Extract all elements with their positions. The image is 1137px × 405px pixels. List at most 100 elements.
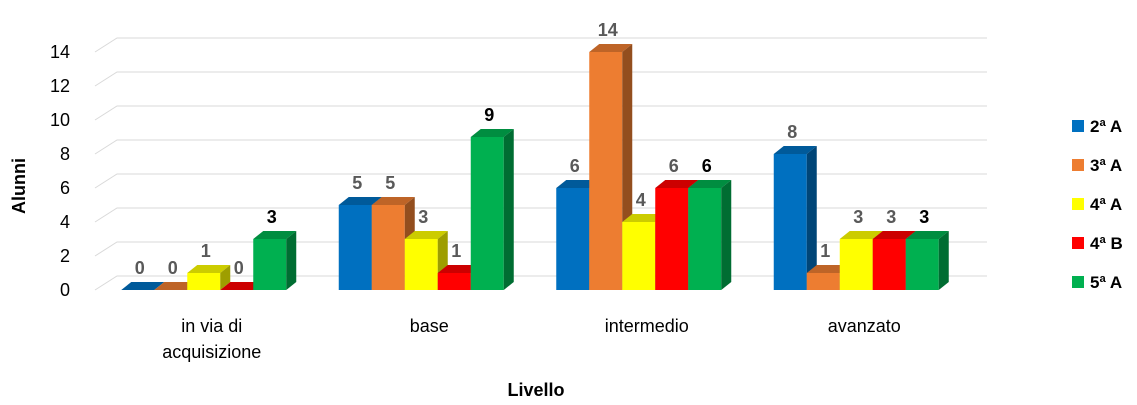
y-tick-label: 14	[50, 42, 70, 62]
bars	[121, 44, 949, 290]
bar-top	[556, 180, 600, 188]
bar	[688, 180, 732, 290]
bar	[154, 282, 198, 290]
data-label: 5	[385, 173, 395, 193]
gridline	[94, 37, 987, 53]
data-label: 3	[853, 207, 863, 227]
bar-front	[437, 273, 471, 290]
y-axis-title: Alunni	[9, 158, 29, 214]
legend-item: 2ª A	[1072, 117, 1122, 136]
data-label: 6	[570, 156, 580, 176]
bar	[905, 231, 949, 290]
legend-label: 5ª A	[1090, 273, 1122, 292]
data-label: 3	[919, 207, 929, 227]
gridline	[94, 71, 987, 87]
bar	[470, 129, 514, 290]
legend-swatch	[1072, 198, 1084, 210]
x-axis-title: Livello	[507, 380, 564, 400]
legend-item: 3ª A	[1072, 156, 1122, 175]
bar-front	[253, 239, 287, 290]
bar-top	[437, 265, 481, 273]
bar	[404, 231, 448, 290]
bar-front	[806, 273, 840, 290]
data-label: 6	[669, 156, 679, 176]
bar-front	[655, 188, 689, 290]
bar-top	[470, 129, 514, 137]
bar-front	[371, 205, 405, 290]
data-label: 14	[598, 20, 618, 40]
bar-front	[470, 137, 504, 290]
legend-swatch	[1072, 237, 1084, 249]
bar-front	[839, 239, 873, 290]
bar-side	[938, 231, 949, 290]
data-label: 5	[352, 173, 362, 193]
y-tick-label: 0	[60, 280, 70, 300]
data-label: 6	[702, 156, 712, 176]
legend-swatch	[1072, 120, 1084, 132]
bar-front	[589, 52, 623, 290]
bar	[121, 282, 165, 290]
y-tick-label: 6	[60, 178, 70, 198]
legend-label: 3ª A	[1090, 156, 1122, 175]
legend-swatch	[1072, 159, 1084, 171]
data-labels: 0 0 1 0 3 5 5 3 1 9 6 14 4 6 6 8 1 3 3 3	[135, 20, 930, 278]
bar-front	[773, 154, 807, 290]
bar-top	[589, 44, 633, 52]
legend-label: 4ª A	[1090, 195, 1122, 214]
bar-top	[187, 265, 231, 273]
bar-top	[622, 214, 666, 222]
data-label: 8	[787, 122, 797, 142]
bar-side	[286, 231, 297, 290]
bar-front	[404, 239, 438, 290]
bar-front	[338, 205, 372, 290]
y-tick-label: 8	[60, 144, 70, 164]
gridline	[94, 105, 987, 121]
bar-top	[338, 197, 382, 205]
bar-top	[905, 231, 949, 239]
bar-side	[721, 180, 732, 290]
bar-top	[371, 197, 415, 205]
data-label: 3	[418, 207, 428, 227]
bar-top	[404, 231, 448, 239]
x-category-label: base	[410, 316, 449, 336]
bar-top	[220, 282, 264, 290]
legend-label: 4ª B	[1090, 234, 1123, 253]
bar-top	[806, 265, 850, 273]
legend-item: 4ª A	[1072, 195, 1122, 214]
bar-top	[655, 180, 699, 188]
gridlines	[94, 37, 987, 291]
legend: 2ª A 3ª A 4ª A 4ª B 5ª A	[1072, 117, 1123, 292]
legend-item: 5ª A	[1072, 273, 1122, 292]
bar-top	[121, 282, 165, 290]
data-label: 3	[886, 207, 896, 227]
bar	[773, 146, 817, 290]
gridline	[94, 139, 987, 155]
x-axis-categories: in via di acquisizione base intermedio avanz…	[162, 316, 901, 362]
legend-swatch	[1072, 276, 1084, 288]
y-axis-ticks: 0 2 4 6 8 10 12 14	[50, 42, 70, 300]
data-label: 1	[820, 241, 830, 261]
x-category-label: acquisizione	[162, 342, 261, 362]
data-label: 0	[168, 258, 178, 278]
bar-front	[622, 222, 656, 290]
x-category-label: in via di	[181, 316, 242, 336]
bar-top	[872, 231, 916, 239]
bar-top	[839, 231, 883, 239]
bar-front	[688, 188, 722, 290]
y-tick-label: 12	[50, 76, 70, 96]
bar	[187, 265, 231, 290]
bar-front	[872, 239, 906, 290]
bar-front	[556, 188, 590, 290]
legend-label: 2ª A	[1090, 117, 1122, 136]
x-category-label: avanzato	[828, 316, 901, 336]
bar-front	[187, 273, 221, 290]
data-label: 1	[451, 241, 461, 261]
bar-side	[220, 265, 231, 290]
bar-top	[154, 282, 198, 290]
data-label: 9	[484, 105, 494, 125]
gridline	[94, 173, 987, 189]
legend-item: 4ª B	[1072, 234, 1123, 253]
bar-side	[806, 146, 817, 290]
bar	[220, 282, 264, 290]
